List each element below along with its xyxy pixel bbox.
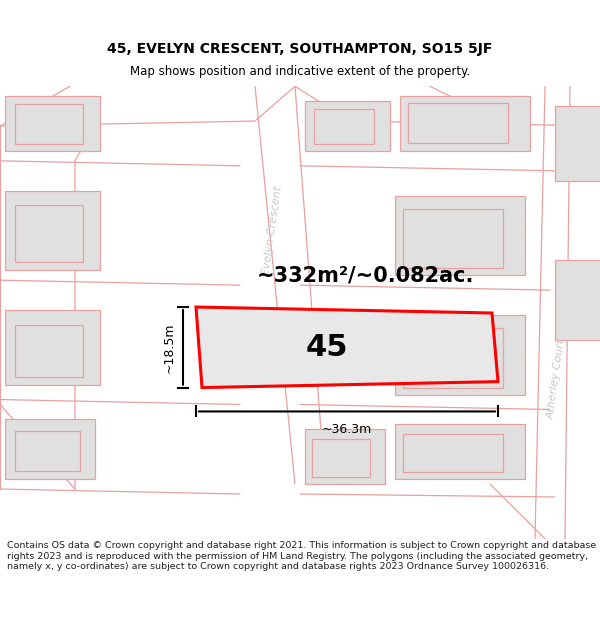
Bar — [15, 204, 83, 262]
Bar — [5, 310, 100, 384]
Bar — [403, 328, 503, 388]
Bar — [5, 191, 100, 270]
Text: Atherley Court: Atherley Court — [545, 339, 566, 421]
Text: ~332m²/~0.082ac.: ~332m²/~0.082ac. — [256, 265, 473, 285]
Text: Evelyn Crescent: Evelyn Crescent — [261, 185, 283, 276]
Text: 45: 45 — [306, 332, 348, 362]
Bar — [15, 325, 83, 377]
Bar — [408, 103, 508, 143]
Text: Map shows position and indicative extent of the property.: Map shows position and indicative extent… — [130, 66, 470, 78]
Bar — [403, 434, 503, 472]
Text: ~18.5m: ~18.5m — [163, 322, 176, 372]
Text: 45, EVELYN CRESCENT, SOUTHAMPTON, SO15 5JF: 45, EVELYN CRESCENT, SOUTHAMPTON, SO15 5… — [107, 42, 493, 56]
Bar — [403, 209, 503, 268]
Bar — [5, 96, 100, 151]
Polygon shape — [240, 86, 320, 484]
Polygon shape — [225, 86, 320, 484]
Bar — [555, 106, 600, 181]
Bar — [395, 196, 525, 275]
Bar — [555, 260, 600, 340]
Bar — [314, 109, 374, 144]
Bar — [395, 315, 525, 394]
Bar — [305, 429, 385, 484]
Bar — [15, 104, 83, 144]
Bar — [15, 431, 80, 471]
Polygon shape — [530, 86, 600, 539]
Bar — [305, 101, 390, 151]
Bar — [395, 424, 525, 479]
Text: Contains OS data © Crown copyright and database right 2021. This information is : Contains OS data © Crown copyright and d… — [7, 541, 596, 571]
Polygon shape — [196, 307, 498, 388]
Bar — [5, 419, 95, 479]
Bar — [312, 439, 370, 477]
Bar — [400, 96, 530, 151]
Text: ~36.3m: ~36.3m — [322, 423, 372, 436]
